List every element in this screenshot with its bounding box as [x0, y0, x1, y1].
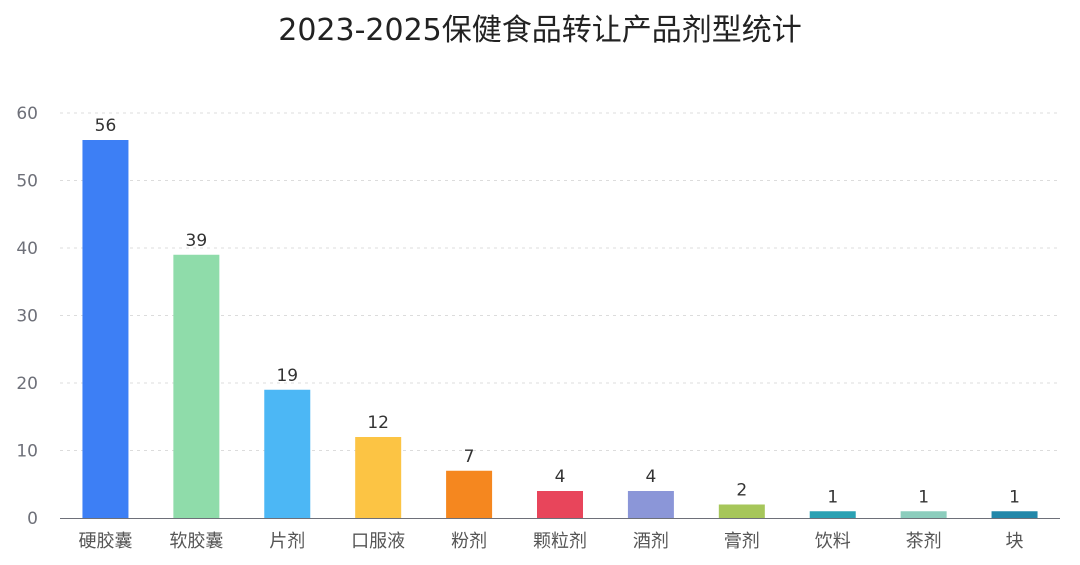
bar: [173, 254, 220, 518]
y-tick-label: 20: [16, 374, 38, 394]
x-tick-label: 口服液: [351, 531, 405, 552]
bars: [82, 140, 1038, 518]
y-tick-label: 0: [27, 509, 38, 529]
y-tick-label: 30: [16, 307, 38, 327]
data-label: 1: [1009, 487, 1020, 507]
bar: [355, 437, 402, 518]
data-label: 1: [918, 487, 929, 507]
y-tick-label: 50: [16, 172, 38, 192]
bar: [537, 491, 583, 518]
data-label: 2: [736, 481, 747, 501]
x-tick-label: 软胶囊: [169, 531, 223, 552]
bar: [900, 511, 947, 518]
x-tick-label: 块: [1006, 531, 1024, 552]
data-label: 4: [645, 467, 656, 487]
y-tick-label: 10: [16, 442, 38, 462]
data-label: 12: [367, 413, 389, 433]
bar: [264, 389, 311, 518]
data-label: 4: [555, 467, 566, 487]
x-tick-label: 粉剂: [451, 531, 487, 552]
x-tick-label: 颗粒剂: [533, 531, 587, 552]
y-tick-label: 60: [16, 104, 38, 124]
x-tick-label: 片剂: [269, 531, 305, 552]
x-tick-label: 膏剂: [724, 530, 760, 552]
bar: [627, 491, 674, 518]
x-tick-label: 酒剂: [633, 531, 669, 552]
bar: [82, 140, 129, 518]
bar: [718, 504, 765, 518]
data-labels: 56 39 19 12 7 4 4 2 1 1 1: [95, 116, 1020, 507]
bar: [446, 470, 493, 518]
x-tick-label: 茶剂: [906, 531, 942, 552]
y-tick-label: 40: [16, 239, 38, 259]
y-axis-ticks: 0 10 20 30 40 50 60: [16, 104, 38, 529]
x-axis-labels: 硬胶囊 软胶囊 片剂 口服液 粉剂 颗粒剂 酒剂 膏剂 饮料 茶剂 块: [78, 530, 1023, 552]
x-tick-label: 硬胶囊: [78, 531, 132, 552]
chart-title: 2023-2025保健食品转让产品剂型统计: [278, 13, 802, 48]
data-label: 39: [186, 231, 208, 251]
bar: [809, 511, 856, 518]
data-label: 56: [95, 116, 117, 136]
grid-lines: [60, 112, 1060, 451]
data-label: 1: [827, 487, 838, 507]
data-label: 7: [464, 447, 475, 467]
x-tick-label: 饮料: [815, 531, 851, 552]
data-label: 19: [276, 366, 298, 386]
bar: [991, 511, 1038, 518]
